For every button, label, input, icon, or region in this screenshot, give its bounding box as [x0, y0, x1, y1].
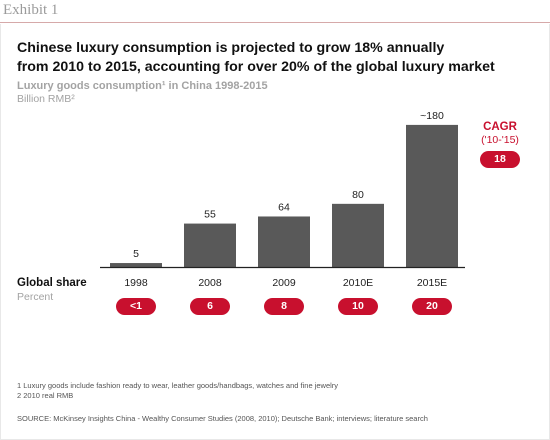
exhibit-header: Exhibit 1 — [0, 0, 550, 23]
global-share-badge-2008: 6 — [190, 298, 230, 315]
exhibit-label: Exhibit 1 — [3, 2, 59, 18]
headline: Chinese luxury consumption is projected … — [17, 39, 537, 77]
value-label-2010E: 80 — [352, 189, 364, 201]
value-label-2015E: ~180 — [420, 110, 444, 122]
category-label-2015E: 2015E — [417, 277, 447, 289]
cagr-badge: 18 — [480, 151, 520, 168]
source-note: SOURCE: McKinsey Insights China - Wealth… — [17, 414, 428, 423]
value-label-2009: 64 — [278, 201, 290, 213]
footnote-1: 1 Luxury goods include fashion ready to … — [17, 381, 339, 390]
bar-2008 — [184, 223, 236, 267]
bar-2010E — [332, 203, 384, 267]
headline-line-2: from 2010 to 2015, accounting for over 2… — [17, 59, 495, 75]
global-share-badge-2009: 8 — [264, 298, 304, 315]
global-share-badge-2015E: 20 — [412, 298, 452, 315]
global-share-title: Global share — [17, 277, 87, 289]
headline-line-1: Chinese luxury consumption is projected … — [17, 40, 445, 56]
global-share-badge-1998: <1 — [116, 298, 156, 315]
bar-2009 — [258, 216, 310, 267]
cagr-period: ('10-'15) — [481, 134, 519, 146]
value-label-2008: 55 — [204, 209, 216, 221]
cagr-title: CAGR — [483, 121, 517, 133]
bar-2015E — [406, 124, 458, 267]
chart-unit: Billion RMB² — [17, 93, 75, 105]
category-label-2010E: 2010E — [343, 277, 373, 289]
chart-title: Luxury goods consumption¹ in China 1998-… — [17, 80, 268, 92]
global-share-badge-2010E: 10 — [338, 298, 378, 315]
value-label-1998: 5 — [133, 248, 139, 260]
footnote-2: 2 2010 real RMB — [17, 391, 74, 400]
global-share-unit: Percent — [17, 291, 54, 303]
category-label-1998: 1998 — [124, 277, 148, 289]
category-label-2009: 2009 — [272, 277, 296, 289]
category-label-2008: 2008 — [198, 277, 222, 289]
bar-1998 — [110, 263, 162, 267]
